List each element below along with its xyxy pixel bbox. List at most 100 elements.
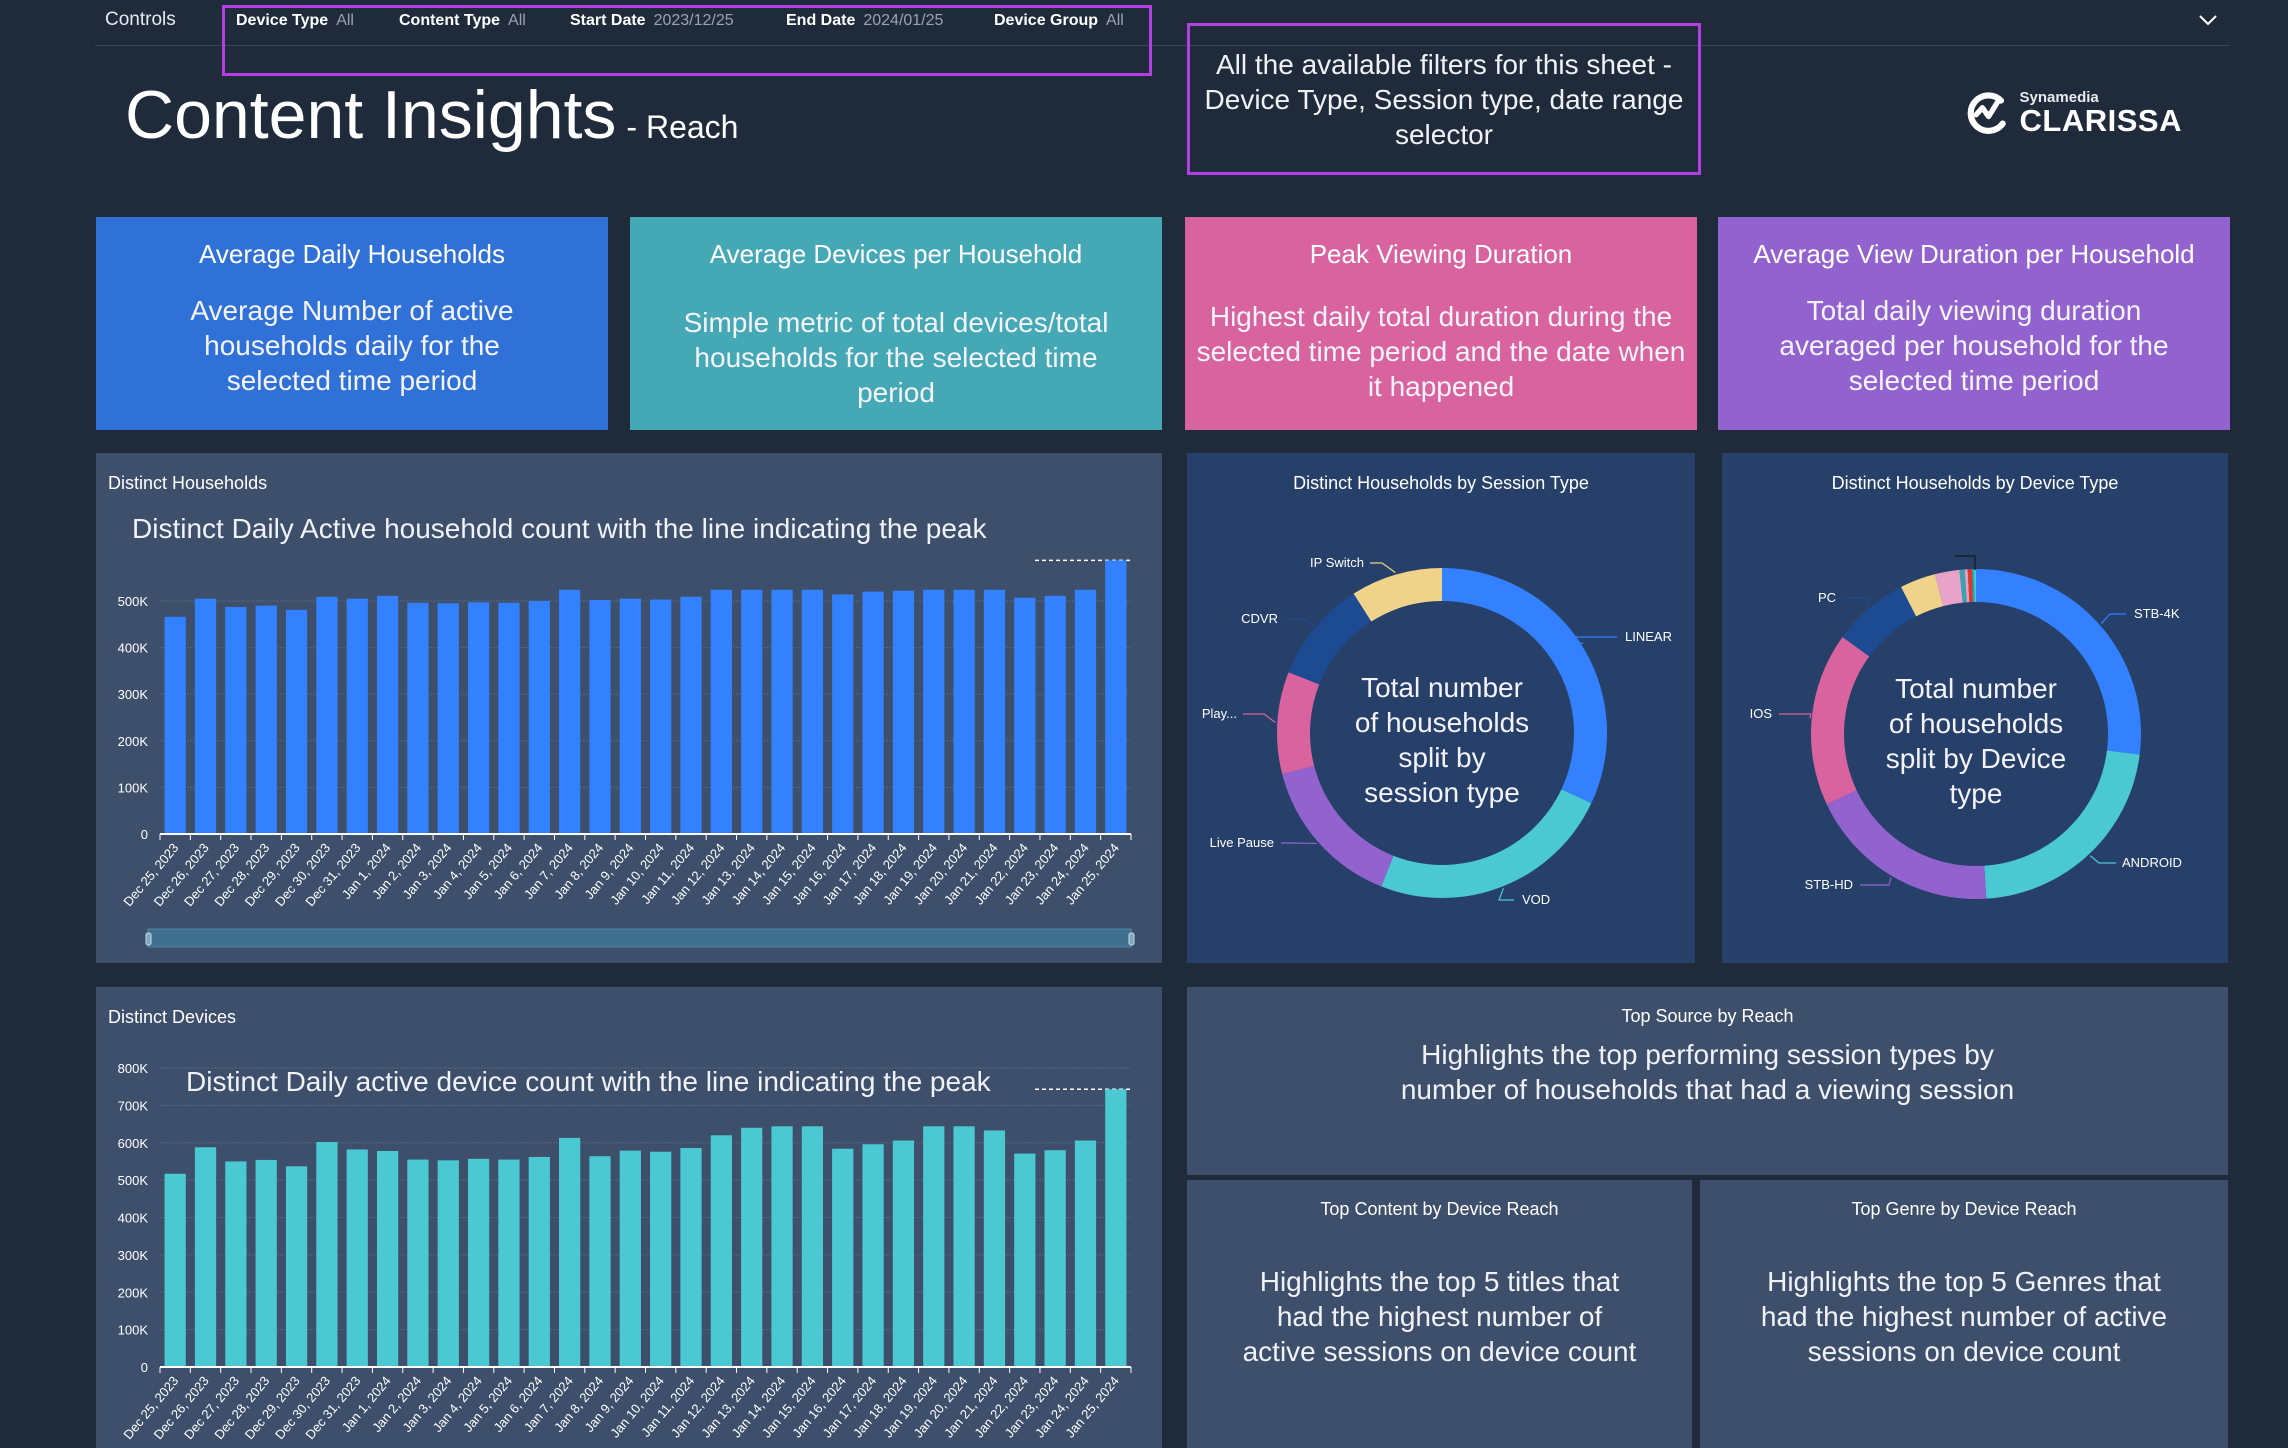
page-title-text: Content Insights <box>125 77 617 153</box>
bar[interactable] <box>559 1137 581 1367</box>
bar[interactable] <box>771 589 793 834</box>
bar[interactable] <box>710 1135 732 1367</box>
bar[interactable] <box>407 602 429 834</box>
bar[interactable] <box>953 1126 975 1367</box>
bar[interactable] <box>559 589 581 834</box>
filter-start-date[interactable]: Start Date 2023/12/25 <box>570 12 786 30</box>
bar[interactable] <box>437 1160 459 1367</box>
bar[interactable] <box>680 596 702 834</box>
donut-slice[interactable] <box>1353 568 1442 622</box>
bar[interactable] <box>467 602 490 834</box>
donut-slice[interactable] <box>1288 593 1372 685</box>
bar[interactable] <box>498 602 520 834</box>
bar[interactable] <box>164 616 186 834</box>
kpi-average-view-duration[interactable]: Average View Duration per Household Tota… <box>1718 217 2230 430</box>
kpi-average-devices-per-household[interactable]: Average Devices per Household Simple met… <box>630 217 1162 430</box>
donut-slice[interactable] <box>1811 637 1870 805</box>
bar[interactable] <box>316 596 338 834</box>
bar[interactable] <box>437 603 459 834</box>
bar[interactable] <box>376 1150 399 1367</box>
bar[interactable] <box>680 1147 702 1367</box>
bar[interactable] <box>589 1156 611 1367</box>
bar[interactable] <box>892 590 915 834</box>
bar[interactable] <box>892 1140 915 1367</box>
filter-device-group[interactable]: Device Group All <box>994 12 1124 30</box>
donut-slice[interactable] <box>1964 569 1970 603</box>
filter-end-date[interactable]: End Date 2024/01/25 <box>786 12 994 30</box>
donut-slice[interactable] <box>1826 790 1987 899</box>
bar[interactable] <box>316 1142 338 1367</box>
scrollbar-handle-left[interactable] <box>145 932 152 946</box>
donut-slice[interactable] <box>1282 765 1394 887</box>
bar[interactable] <box>710 589 732 834</box>
bar[interactable] <box>255 1159 277 1367</box>
bar[interactable] <box>346 598 368 834</box>
filter-content-type[interactable]: Content Type All <box>399 12 570 30</box>
donut-slice[interactable] <box>1277 672 1320 775</box>
donut-center-text: of households <box>1355 707 1529 738</box>
bar[interactable] <box>1105 560 1127 834</box>
donut-slice[interactable] <box>1959 569 1967 603</box>
donut-slice[interactable] <box>1901 574 1944 617</box>
filter-device-type[interactable]: Device Type All <box>236 12 399 30</box>
bar[interactable] <box>741 1127 763 1367</box>
bar[interactable] <box>498 1159 520 1367</box>
bar[interactable] <box>650 599 672 834</box>
bar[interactable] <box>255 605 277 834</box>
bar[interactable] <box>285 1166 308 1367</box>
bar[interactable] <box>164 1173 186 1367</box>
donut-slice[interactable] <box>1934 569 1963 607</box>
bar[interactable] <box>862 591 884 834</box>
bar[interactable] <box>983 1130 1006 1367</box>
donut-slice[interactable] <box>1967 569 1973 603</box>
bar[interactable] <box>650 1151 672 1367</box>
bar[interactable] <box>953 589 975 834</box>
leader-line <box>1285 618 1314 627</box>
bar[interactable] <box>862 1144 884 1367</box>
bar[interactable] <box>983 589 1006 834</box>
scrollbar-handle-right[interactable] <box>1128 932 1135 946</box>
kpi-average-daily-households[interactable]: Average Daily Households Average Number … <box>96 217 608 430</box>
bar[interactable] <box>1044 595 1066 834</box>
donut-slice[interactable] <box>1984 750 2140 899</box>
donut-slice[interactable] <box>1842 586 1917 657</box>
chevron-down-icon[interactable] <box>2196 8 2220 32</box>
bar[interactable] <box>771 1126 793 1367</box>
kpi-title: Average Devices per Household <box>709 239 1083 269</box>
controls-label[interactable]: Controls <box>105 9 176 30</box>
bar[interactable] <box>1044 1150 1066 1367</box>
bar[interactable] <box>1014 597 1036 834</box>
bar[interactable] <box>225 1161 247 1367</box>
donut-slice[interactable] <box>1976 569 2141 755</box>
donut-slice[interactable] <box>1381 789 1592 898</box>
bar[interactable] <box>376 595 399 834</box>
bar[interactable] <box>1105 1089 1127 1367</box>
bar[interactable] <box>194 598 217 834</box>
bar[interactable] <box>741 589 763 834</box>
bar[interactable] <box>923 1126 945 1367</box>
range-scrollbar[interactable] <box>147 928 1132 948</box>
bar[interactable] <box>619 598 641 834</box>
bar[interactable] <box>1014 1153 1036 1367</box>
bar[interactable] <box>589 600 611 834</box>
bar[interactable] <box>407 1159 429 1367</box>
bar[interactable] <box>801 1126 824 1367</box>
bar[interactable] <box>285 609 308 834</box>
bar[interactable] <box>1074 1140 1097 1367</box>
bar[interactable] <box>194 1147 217 1367</box>
bar[interactable] <box>923 589 945 834</box>
bar[interactable] <box>832 594 854 834</box>
bar[interactable] <box>528 600 550 834</box>
donut-slice[interactable] <box>1971 569 1975 603</box>
bar[interactable] <box>832 1148 854 1367</box>
kpi-peak-viewing-duration[interactable]: Peak Viewing Duration Highest daily tota… <box>1185 217 1697 430</box>
bar[interactable] <box>225 607 247 834</box>
bar[interactable] <box>801 589 824 834</box>
donut-slice[interactable] <box>1442 568 1607 804</box>
bar[interactable] <box>528 1156 550 1367</box>
bar[interactable] <box>467 1158 490 1367</box>
bar[interactable] <box>1074 589 1097 834</box>
bar[interactable] <box>346 1149 368 1367</box>
bar[interactable] <box>619 1150 641 1367</box>
donut-slice[interactable] <box>1973 569 1976 603</box>
